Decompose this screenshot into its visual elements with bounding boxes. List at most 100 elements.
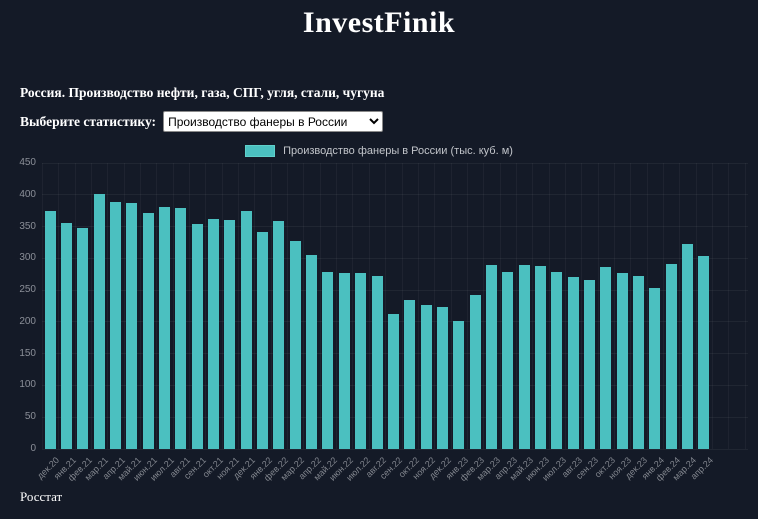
bar-дек.23[interactable] (632, 275, 644, 449)
h-gridline (42, 162, 748, 164)
bar-сен.21[interactable] (191, 224, 203, 449)
v-gridline (647, 163, 648, 449)
bar-апр.21[interactable] (110, 201, 122, 449)
bar-апр.24[interactable] (698, 255, 710, 449)
v-gridline (189, 163, 190, 449)
bar-авг.22[interactable] (371, 276, 383, 449)
bar-ноя.22[interactable] (420, 304, 432, 449)
v-gridline (696, 163, 697, 449)
v-gridline (222, 163, 223, 449)
bar-дек.22[interactable] (436, 306, 448, 449)
bar-янв.21[interactable] (61, 223, 72, 449)
y-tick-label: 50 (24, 411, 36, 423)
v-gridline (58, 163, 59, 449)
y-tick-label: 450 (19, 157, 36, 168)
bar-ноя.23[interactable] (616, 272, 628, 449)
bar-дек.20[interactable] (44, 210, 56, 449)
legend-label: Производство фанеры в России (тыс. куб. … (283, 145, 513, 157)
bar-авг.23[interactable] (567, 276, 579, 449)
legend-swatch (245, 145, 276, 157)
v-gridline (385, 163, 386, 449)
v-gridline (303, 163, 304, 449)
v-gridline (418, 163, 419, 449)
bar-июн.23[interactable] (534, 265, 546, 449)
v-gridline (581, 163, 582, 449)
bar-июл.22[interactable] (355, 272, 367, 449)
v-gridline (107, 163, 108, 449)
bar-янв.24[interactable] (649, 288, 661, 449)
y-tick-label: 250 (19, 284, 36, 296)
v-gridline (42, 163, 43, 449)
page-subtitle: Россия. Производство нефти, газа, СПГ, у… (20, 85, 385, 100)
y-tick-label: 400 (19, 188, 36, 200)
v-gridline (402, 163, 403, 449)
bar-chart: 0 50 100 150 200 250 300 350 400 450 дек.20 янв.21… (0, 158, 758, 485)
source-label: Росстат (20, 489, 63, 504)
v-gridline (598, 163, 599, 449)
v-gridline (369, 163, 370, 449)
h-gridline (42, 226, 748, 228)
bar-фев.23[interactable] (469, 294, 481, 449)
v-gridline (336, 163, 337, 449)
v-gridline (630, 163, 631, 449)
h-gridline (42, 194, 748, 196)
v-gridline (352, 163, 353, 449)
y-tick-label: 150 (19, 347, 36, 359)
v-gridline (320, 163, 321, 449)
bar-янв.23[interactable] (453, 320, 465, 449)
v-gridline (254, 163, 255, 449)
h-gridline (42, 448, 748, 450)
bar-май.21[interactable] (126, 203, 138, 449)
v-gridline (500, 163, 501, 449)
bar-май.23[interactable] (518, 265, 530, 449)
bar-мар.21[interactable] (93, 193, 105, 449)
y-axis: 0 50 100 150 200 250 300 350 400 450 (0, 158, 36, 454)
v-gridline (679, 163, 680, 449)
y-tick-label: 200 (19, 315, 36, 327)
bar-июл.21[interactable] (159, 206, 171, 449)
bar-авг.21[interactable] (175, 208, 187, 449)
bar-окт.22[interactable] (404, 299, 416, 449)
bar-фев.22[interactable] (273, 221, 285, 449)
v-gridline (124, 163, 125, 449)
v-gridline (467, 163, 468, 449)
bar-май.22[interactable] (322, 272, 334, 449)
bar-дек.21[interactable] (240, 210, 252, 449)
site-title: InvestFinik (302, 6, 456, 39)
v-gridline (565, 163, 566, 449)
bar-фев.24[interactable] (665, 264, 677, 449)
bar-сен.22[interactable] (387, 313, 399, 449)
stat-select-label: Выберите статистику: (20, 113, 157, 129)
v-gridline (745, 163, 746, 449)
bar-ноя.21[interactable] (224, 220, 236, 449)
v-gridline (549, 163, 550, 449)
chart-legend-item[interactable]: Производство фанеры в России (тыс. куб. … (0, 144, 758, 158)
x-axis: дек.20 янв.21 фев.21 мар.21 апр.21 май.21 июн.… (35, 449, 748, 485)
bar-апр.23[interactable] (502, 271, 514, 449)
y-tick-label: 300 (19, 252, 36, 264)
bar-мар.24[interactable] (681, 244, 693, 449)
chart-plot-area (42, 162, 748, 450)
bar-мар.23[interactable] (485, 265, 497, 449)
v-gridline (614, 163, 615, 449)
bar-фев.21[interactable] (77, 228, 89, 449)
v-gridline (91, 163, 92, 449)
v-gridline (712, 163, 713, 449)
bar-июн.21[interactable] (142, 213, 154, 449)
v-gridline (205, 163, 206, 449)
y-tick-label: 350 (19, 220, 36, 232)
bar-июл.23[interactable] (551, 271, 563, 449)
v-gridline (483, 163, 484, 449)
bar-сен.23[interactable] (583, 279, 595, 449)
v-gridline (271, 163, 272, 449)
bar-янв.22[interactable] (257, 231, 269, 449)
h-gridline (42, 257, 748, 259)
stat-select[interactable]: Производство фанеры в России (163, 111, 384, 132)
bar-окт.21[interactable] (208, 218, 220, 449)
bar-июн.22[interactable] (338, 272, 350, 449)
bar-апр.22[interactable] (306, 254, 318, 449)
bar-окт.23[interactable] (600, 267, 612, 449)
bar-мар.22[interactable] (289, 241, 301, 449)
v-gridline (238, 163, 239, 449)
v-gridline (75, 163, 76, 449)
